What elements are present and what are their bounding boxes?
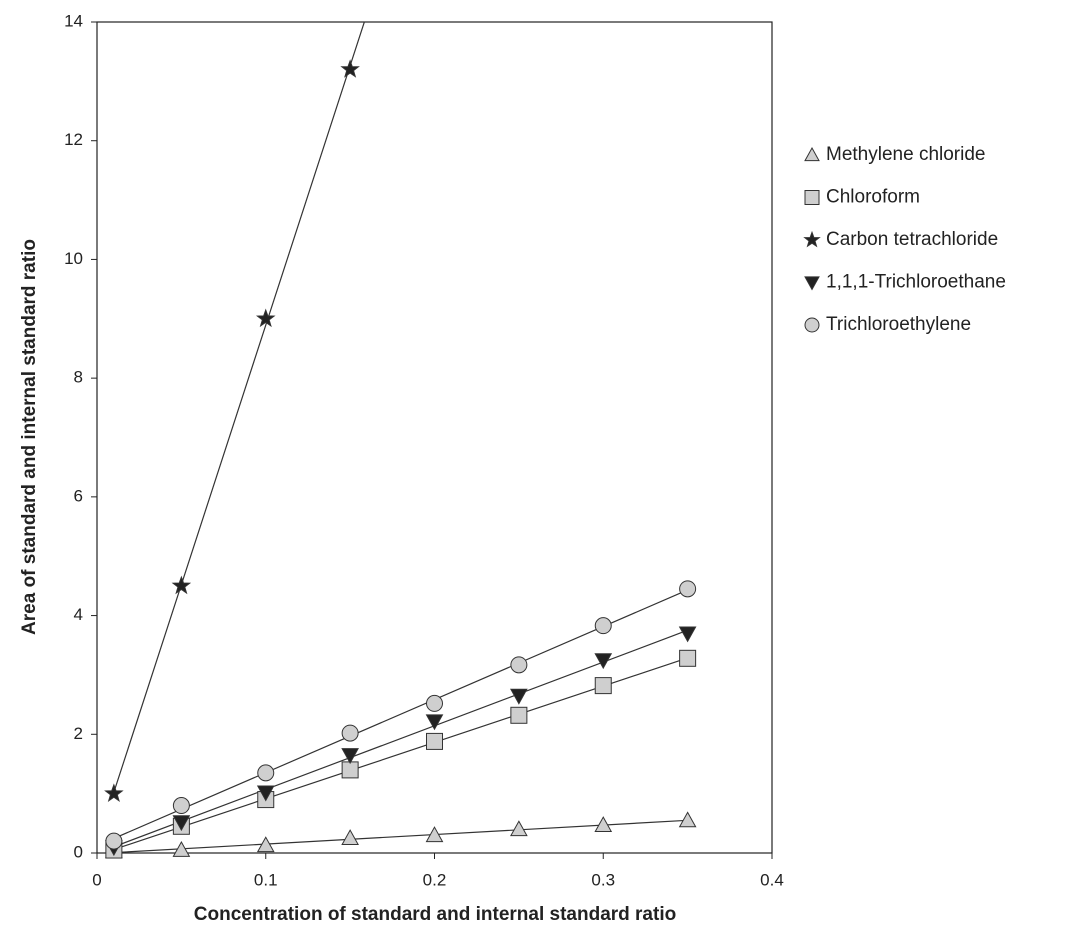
data-point bbox=[679, 649, 697, 667]
y-tick-label: 10 bbox=[64, 249, 83, 268]
y-tick-label: 4 bbox=[74, 605, 83, 624]
data-point bbox=[171, 575, 192, 595]
data-point bbox=[256, 785, 275, 802]
x-tick-label: 0.2 bbox=[423, 870, 447, 889]
data-point bbox=[510, 656, 528, 674]
trendlines bbox=[113, 22, 688, 853]
data-point bbox=[594, 653, 613, 670]
data-point bbox=[425, 826, 444, 843]
data-point bbox=[510, 820, 528, 837]
data-point bbox=[510, 706, 528, 724]
data-point bbox=[172, 797, 190, 815]
data-point bbox=[426, 732, 443, 750]
x-tick-label: 0.3 bbox=[591, 870, 615, 889]
data-point bbox=[678, 811, 697, 828]
y-tick-label: 12 bbox=[64, 130, 83, 149]
data-point bbox=[594, 677, 612, 695]
data-point bbox=[257, 764, 275, 782]
x-tick-label: 0.4 bbox=[760, 870, 784, 889]
data-point bbox=[510, 688, 528, 705]
y-tick-label: 2 bbox=[74, 724, 83, 743]
y-tick-label: 8 bbox=[74, 368, 83, 387]
legend-marker bbox=[804, 317, 820, 333]
legend-label: Trichloroethylene bbox=[826, 314, 971, 335]
legend-marker bbox=[804, 190, 820, 205]
legend-label: Carbon tetrachloride bbox=[826, 229, 998, 250]
legend-label: 1,1,1-Trichloroethane bbox=[826, 272, 1006, 293]
trendline bbox=[113, 657, 688, 851]
trendline bbox=[113, 22, 365, 793]
legend-label: Chloroform bbox=[826, 187, 920, 208]
data-point bbox=[255, 308, 276, 328]
data-point bbox=[341, 829, 359, 846]
legend-marker bbox=[804, 276, 820, 291]
trendline bbox=[113, 589, 688, 839]
trendline bbox=[113, 629, 688, 848]
y-tick-label: 0 bbox=[74, 842, 83, 861]
data-point bbox=[341, 724, 359, 742]
data-point bbox=[256, 836, 275, 853]
data-point bbox=[341, 761, 359, 779]
data-point bbox=[105, 832, 123, 850]
legend-marker bbox=[804, 146, 820, 162]
data-point bbox=[679, 580, 697, 598]
data-point bbox=[678, 626, 697, 643]
data-point bbox=[594, 816, 613, 833]
y-tick-label: 6 bbox=[74, 486, 83, 505]
x-tick-label: 0.1 bbox=[254, 870, 278, 889]
data-point bbox=[172, 815, 191, 832]
legend-label: Methylene chloride bbox=[826, 144, 985, 165]
y-tick-label: 14 bbox=[64, 11, 83, 30]
data-point bbox=[426, 694, 443, 712]
data-point bbox=[425, 714, 444, 731]
trendline bbox=[113, 819, 688, 853]
data-point bbox=[172, 841, 191, 857]
data-point bbox=[340, 59, 360, 78]
data-point bbox=[341, 748, 359, 765]
data-point bbox=[104, 783, 124, 802]
x-tick-label: 0 bbox=[92, 870, 101, 889]
legend-marker bbox=[803, 230, 821, 248]
y-axis-label: Area of standard and internal standard r… bbox=[19, 239, 40, 635]
x-axis-label: Concentration of standard and internal s… bbox=[194, 904, 676, 925]
data-point bbox=[594, 617, 612, 635]
